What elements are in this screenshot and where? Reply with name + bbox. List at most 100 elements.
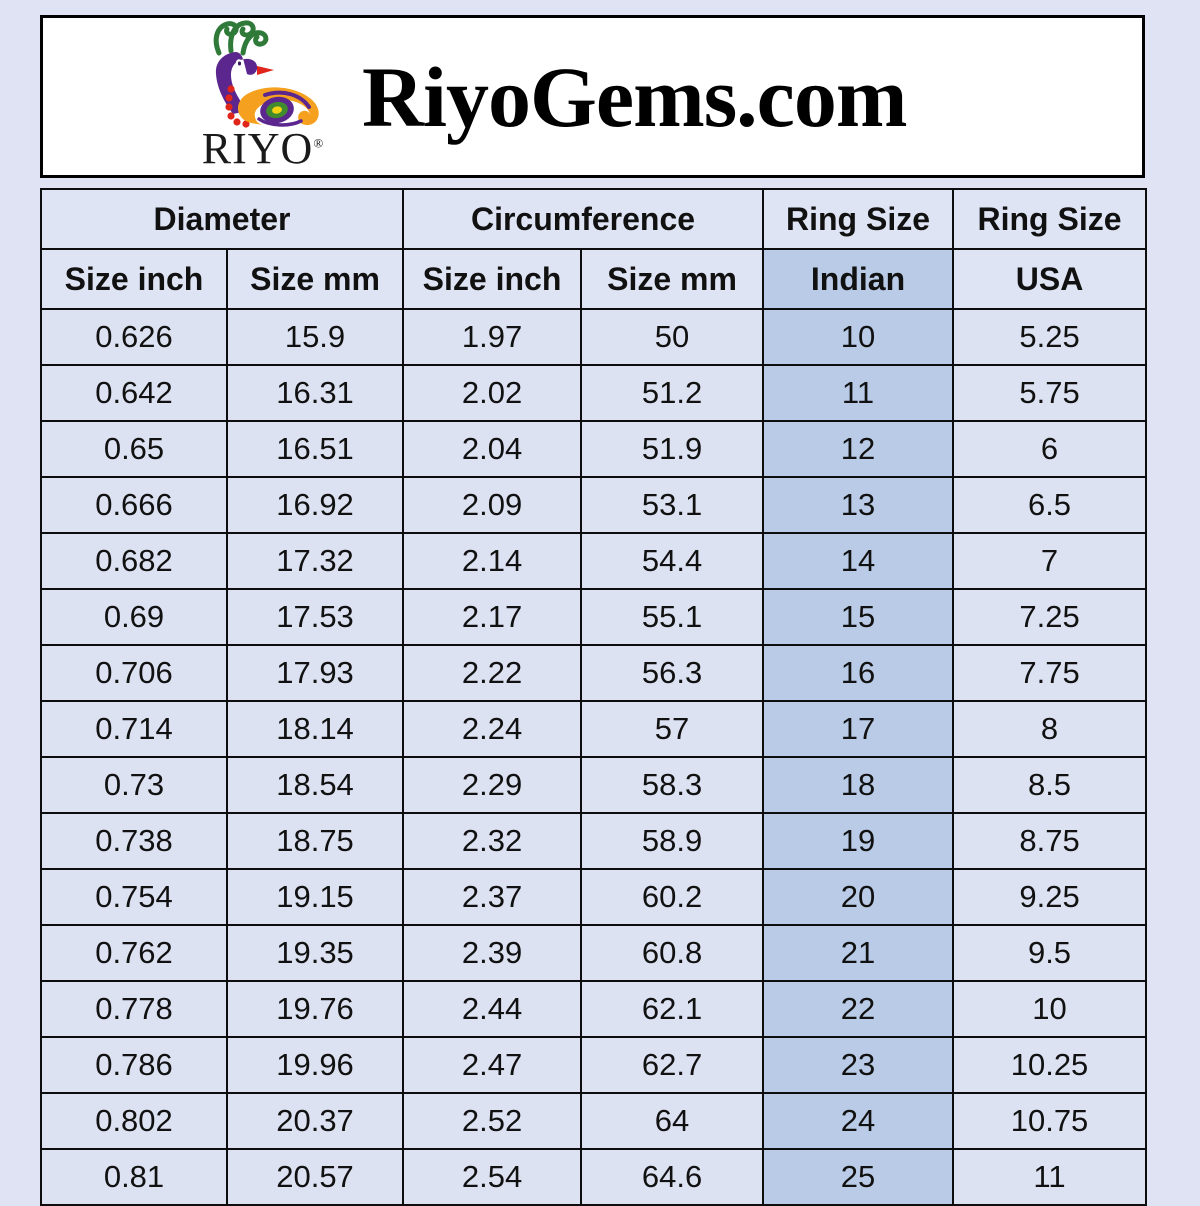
- cell-circumference-inch: 2.37: [402, 868, 583, 926]
- cell-diameter-mm: 19.96: [225, 1036, 405, 1094]
- cell-diameter-mm: 19.15: [225, 868, 405, 926]
- table-row: 0.738 18.75 2.32 58.9 19 8.75: [40, 812, 1148, 870]
- cell-circumference-mm: 50: [580, 308, 765, 366]
- cell-circumference-mm: 62.1: [580, 980, 765, 1038]
- cell-circumference-inch: 2.52: [402, 1092, 583, 1150]
- sub-header-circumference-inch: Size inch: [402, 248, 583, 310]
- table-row: 0.642 16.31 2.02 51.2 11 5.75: [40, 364, 1148, 422]
- cell-diameter-inch: 0.626: [40, 308, 228, 366]
- group-header-row: Diameter Circumference Ring Size Ring Si…: [39, 188, 1148, 250]
- cell-circumference-mm: 60.8: [580, 924, 765, 982]
- cell-ring-size-indian: 15: [762, 588, 955, 646]
- table-row: 0.65 16.51 2.04 51.9 12 6: [40, 420, 1148, 478]
- cell-circumference-mm: 64.6: [580, 1148, 765, 1206]
- riyo-logo: RIYO®: [173, 17, 348, 177]
- cell-ring-size-usa: 10.75: [952, 1092, 1148, 1150]
- cell-circumference-mm: 57: [580, 700, 765, 758]
- table-row: 0.714 18.14 2.24 57 17 8: [40, 700, 1148, 758]
- cell-circumference-mm: 60.2: [580, 868, 765, 926]
- cell-ring-size-indian: 17: [762, 700, 955, 758]
- cell-ring-size-usa: 6: [952, 420, 1148, 478]
- cell-diameter-inch: 0.81: [40, 1148, 228, 1206]
- cell-ring-size-indian: 23: [762, 1036, 955, 1094]
- cell-diameter-inch: 0.642: [40, 364, 228, 422]
- cell-diameter-mm: 17.53: [225, 588, 405, 646]
- table-row: 0.802 20.37 2.52 64 24 10.75: [40, 1092, 1148, 1150]
- cell-ring-size-usa: 7.75: [952, 644, 1148, 702]
- cell-circumference-mm: 54.4: [580, 532, 765, 590]
- cell-diameter-inch: 0.65: [40, 420, 228, 478]
- cell-diameter-mm: 20.37: [225, 1092, 405, 1150]
- cell-circumference-mm: 51.9: [580, 420, 765, 478]
- cell-diameter-mm: 16.51: [225, 420, 405, 478]
- table-row: 0.682 17.32 2.14 54.4 14 7: [40, 532, 1148, 590]
- cell-ring-size-indian: 24: [762, 1092, 955, 1150]
- cell-circumference-inch: 2.04: [402, 420, 583, 478]
- cell-ring-size-usa: 9.25: [952, 868, 1148, 926]
- cell-ring-size-indian: 11: [762, 364, 955, 422]
- cell-ring-size-indian: 18: [762, 756, 955, 814]
- cell-circumference-inch: 2.22: [402, 644, 583, 702]
- cell-diameter-mm: 18.14: [225, 700, 405, 758]
- cell-circumference-mm: 53.1: [580, 476, 765, 534]
- cell-diameter-inch: 0.666: [40, 476, 228, 534]
- page-title: RiyoGems.com: [362, 48, 907, 145]
- cell-ring-size-usa: 11: [952, 1148, 1148, 1206]
- cell-diameter-inch: 0.786: [40, 1036, 228, 1094]
- cell-ring-size-indian: 14: [762, 532, 955, 590]
- cell-ring-size-indian: 25: [762, 1148, 955, 1206]
- cell-ring-size-usa: 5.25: [952, 308, 1148, 366]
- cell-diameter-inch: 0.762: [40, 924, 228, 982]
- cell-ring-size-indian: 19: [762, 812, 955, 870]
- cell-ring-size-indian: 22: [762, 980, 955, 1038]
- cell-diameter-mm: 15.9: [225, 308, 405, 366]
- table-row: 0.626 15.9 1.97 50 10 5.25: [40, 308, 1148, 366]
- sub-header-diameter-mm: Size mm: [225, 248, 405, 310]
- cell-ring-size-usa: 9.5: [952, 924, 1148, 982]
- cell-circumference-inch: 2.17: [402, 588, 583, 646]
- cell-ring-size-usa: 10: [952, 980, 1148, 1038]
- cell-circumference-mm: 55.1: [580, 588, 765, 646]
- cell-circumference-inch: 2.24: [402, 700, 583, 758]
- cell-diameter-inch: 0.778: [40, 980, 228, 1038]
- cell-circumference-inch: 2.44: [402, 980, 583, 1038]
- cell-ring-size-usa: 5.75: [952, 364, 1148, 422]
- registered-trademark-icon: ®: [313, 134, 324, 150]
- cell-circumference-inch: 2.47: [402, 1036, 583, 1094]
- cell-ring-size-indian: 21: [762, 924, 955, 982]
- group-header-ring-size-indian: Ring Size: [762, 188, 955, 250]
- peacock-logo-icon: [213, 19, 319, 128]
- riyo-wordmark: RIYO®: [175, 123, 350, 173]
- table-row: 0.73 18.54 2.29 58.3 18 8.5: [40, 756, 1148, 814]
- cell-ring-size-indian: 13: [762, 476, 955, 534]
- cell-diameter-mm: 18.75: [225, 812, 405, 870]
- cell-circumference-mm: 51.2: [580, 364, 765, 422]
- brand-header: RIYO® RiyoGems.com: [40, 15, 1145, 178]
- cell-circumference-inch: 1.97: [402, 308, 583, 366]
- riyo-wordmark-text: RIYO: [201, 123, 314, 173]
- cell-ring-size-usa: 10.25: [952, 1036, 1148, 1094]
- table-row: 0.666 16.92 2.09 53.1 13 6.5: [40, 476, 1148, 534]
- table-row: 0.754 19.15 2.37 60.2 20 9.25: [40, 868, 1148, 926]
- group-header-ring-size-usa: Ring Size: [952, 188, 1148, 250]
- cell-diameter-inch: 0.754: [40, 868, 228, 926]
- cell-diameter-inch: 0.682: [40, 532, 228, 590]
- cell-ring-size-indian: 12: [762, 420, 955, 478]
- cell-circumference-inch: 2.14: [402, 532, 583, 590]
- cell-ring-size-usa: 6.5: [952, 476, 1148, 534]
- sub-header-usa: USA: [952, 248, 1148, 310]
- group-header-circumference: Circumference: [402, 188, 765, 250]
- cell-diameter-inch: 0.706: [40, 644, 228, 702]
- cell-circumference-mm: 62.7: [580, 1036, 765, 1094]
- cell-diameter-mm: 17.32: [225, 532, 405, 590]
- cell-circumference-inch: 2.29: [402, 756, 583, 814]
- cell-diameter-mm: 16.92: [225, 476, 405, 534]
- cell-diameter-inch: 0.714: [40, 700, 228, 758]
- table-row: 0.706 17.93 2.22 56.3 16 7.75: [40, 644, 1148, 702]
- cell-diameter-mm: 20.57: [225, 1148, 405, 1206]
- cell-ring-size-indian: 16: [762, 644, 955, 702]
- cell-diameter-inch: 0.802: [40, 1092, 228, 1150]
- group-header-diameter: Diameter: [39, 188, 405, 250]
- table-header: Diameter Circumference Ring Size Ring Si…: [39, 188, 1148, 310]
